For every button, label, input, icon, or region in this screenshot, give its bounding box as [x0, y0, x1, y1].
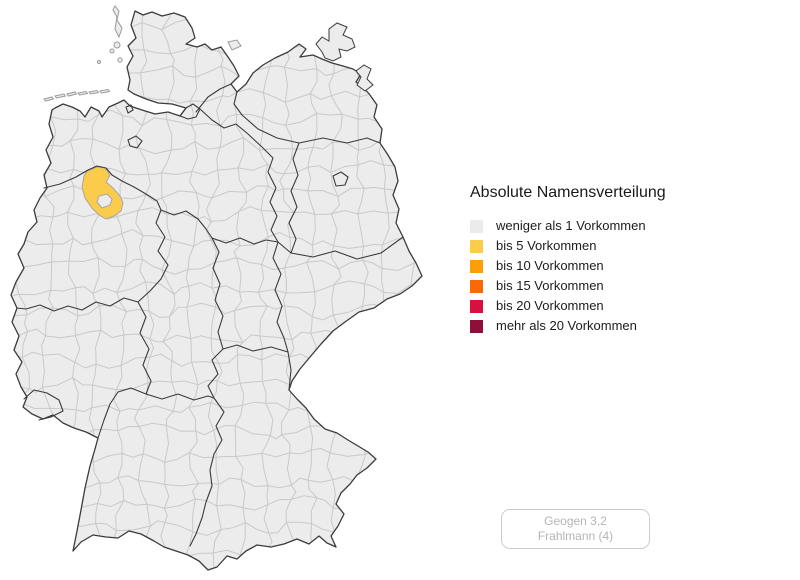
legend-swatch [470, 299, 483, 313]
legend-item: bis 10 Vorkommen [470, 256, 790, 276]
legend-item-label: bis 10 Vorkommen [496, 258, 604, 273]
legend-item-label: weniger als 1 Vorkommen [496, 218, 646, 233]
legend-swatch [470, 239, 483, 253]
island-sylt [112, 5, 123, 39]
legend-rows: weniger als 1 Vorkommen bis 5 Vorkommen bi… [470, 216, 790, 336]
germany-map[interactable] [0, 0, 470, 580]
germany-map-svg[interactable] [0, 0, 470, 580]
legend-item: weniger als 1 Vorkommen [470, 216, 790, 236]
island-ruegen [315, 22, 356, 62]
legend-item: mehr als 20 Vorkommen [470, 316, 790, 336]
legend-item: bis 5 Vorkommen [470, 236, 790, 256]
legend-item: bis 15 Vorkommen [470, 276, 790, 296]
island-helgoland [97, 60, 101, 64]
legend: Absolute Namensverteilung weniger als 1 … [470, 184, 790, 336]
highlight-enclave [96, 193, 113, 209]
state-borders [16, 83, 404, 547]
east-frisian-islands [43, 88, 111, 102]
legend-swatch [470, 259, 483, 273]
germany-outline [10, 10, 423, 571]
island-usedom [355, 64, 374, 92]
island-fehmarn [227, 39, 242, 51]
legend-swatch [470, 219, 483, 233]
legend-item-label: bis 15 Vorkommen [496, 278, 604, 293]
islands [43, 5, 374, 102]
highlighted-region[interactable] [81, 166, 124, 220]
legend-item: bis 20 Vorkommen [470, 296, 790, 316]
legend-swatch [470, 279, 483, 293]
attribution-app-version: Geogen 3.2 [544, 514, 607, 528]
legend-swatch [470, 319, 483, 333]
legend-item-label: mehr als 20 Vorkommen [496, 318, 637, 333]
legend-item-label: bis 5 Vorkommen [496, 238, 597, 253]
legend-title: Absolute Namensverteilung [470, 184, 666, 201]
attribution-box: Geogen 3.2 Frahlmann (4) [501, 509, 650, 549]
island-foehr [113, 41, 121, 49]
island-amrum [109, 48, 115, 54]
legend-item-label: bis 20 Vorkommen [496, 298, 604, 313]
island-pellworm [117, 57, 123, 63]
attribution-surname-count: Frahlmann (4) [537, 529, 614, 543]
